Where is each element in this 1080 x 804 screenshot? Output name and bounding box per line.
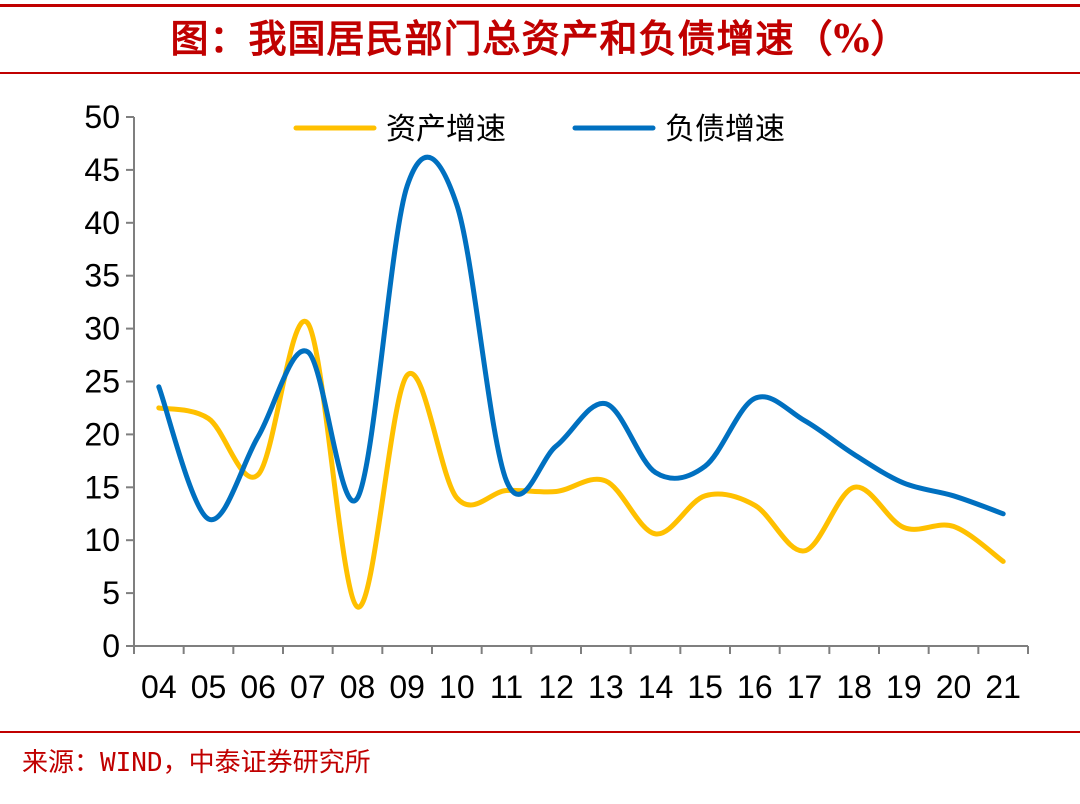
x-tick-label: 14 xyxy=(638,669,674,705)
series-layer xyxy=(156,154,1006,610)
y-tick-label: 0 xyxy=(102,628,120,664)
source-note: 来源：WIND，中泰证券研究所 xyxy=(22,748,371,778)
x-tick-label: 06 xyxy=(240,669,276,705)
y-tick-label: 5 xyxy=(102,575,120,611)
y-tick-label: 20 xyxy=(84,416,120,452)
y-tick-label: 10 xyxy=(84,522,120,558)
x-tick-label: 10 xyxy=(439,669,475,705)
x-tick-label: 11 xyxy=(490,669,523,705)
x-tick-label: 04 xyxy=(141,669,177,705)
legend-label-1: 负债增速 xyxy=(665,112,785,147)
series-line-0 xyxy=(156,318,1006,610)
x-tick-label: 16 xyxy=(737,669,773,705)
x-tick-label: 15 xyxy=(687,669,723,705)
x-tick-label: 20 xyxy=(936,669,972,705)
y-tick-label: 50 xyxy=(84,99,120,135)
x-tick-label: 05 xyxy=(191,669,227,705)
y-tick-label: 35 xyxy=(84,258,120,294)
series-line-1 xyxy=(156,154,1006,523)
bottom-rule xyxy=(0,731,1080,733)
y-tick-label: 40 xyxy=(84,205,120,241)
legend-label-0: 资产增速 xyxy=(386,112,506,147)
y-tick-label: 30 xyxy=(84,311,120,347)
title-rule xyxy=(0,72,1080,74)
chart-title: 图：我国居民部门总资产和负债增速（%） xyxy=(170,16,910,61)
y-tick-label: 15 xyxy=(84,469,120,505)
x-tick-label: 12 xyxy=(538,669,574,705)
x-tick-label: 13 xyxy=(588,669,624,705)
x-tick-label: 18 xyxy=(836,669,872,705)
y-tick-label: 45 xyxy=(84,152,120,188)
x-tick-label: 07 xyxy=(290,669,326,705)
top-rule xyxy=(0,4,1080,7)
chart-legend: 资产增速 负债增速 xyxy=(293,112,785,147)
y-tick-label: 25 xyxy=(84,364,120,400)
x-tick-label: 19 xyxy=(886,669,922,705)
x-tick-label: 21 xyxy=(985,669,1021,705)
x-tick-label: 17 xyxy=(787,669,823,705)
x-tick-label: 09 xyxy=(389,669,425,705)
x-tick-label: 08 xyxy=(340,669,376,705)
